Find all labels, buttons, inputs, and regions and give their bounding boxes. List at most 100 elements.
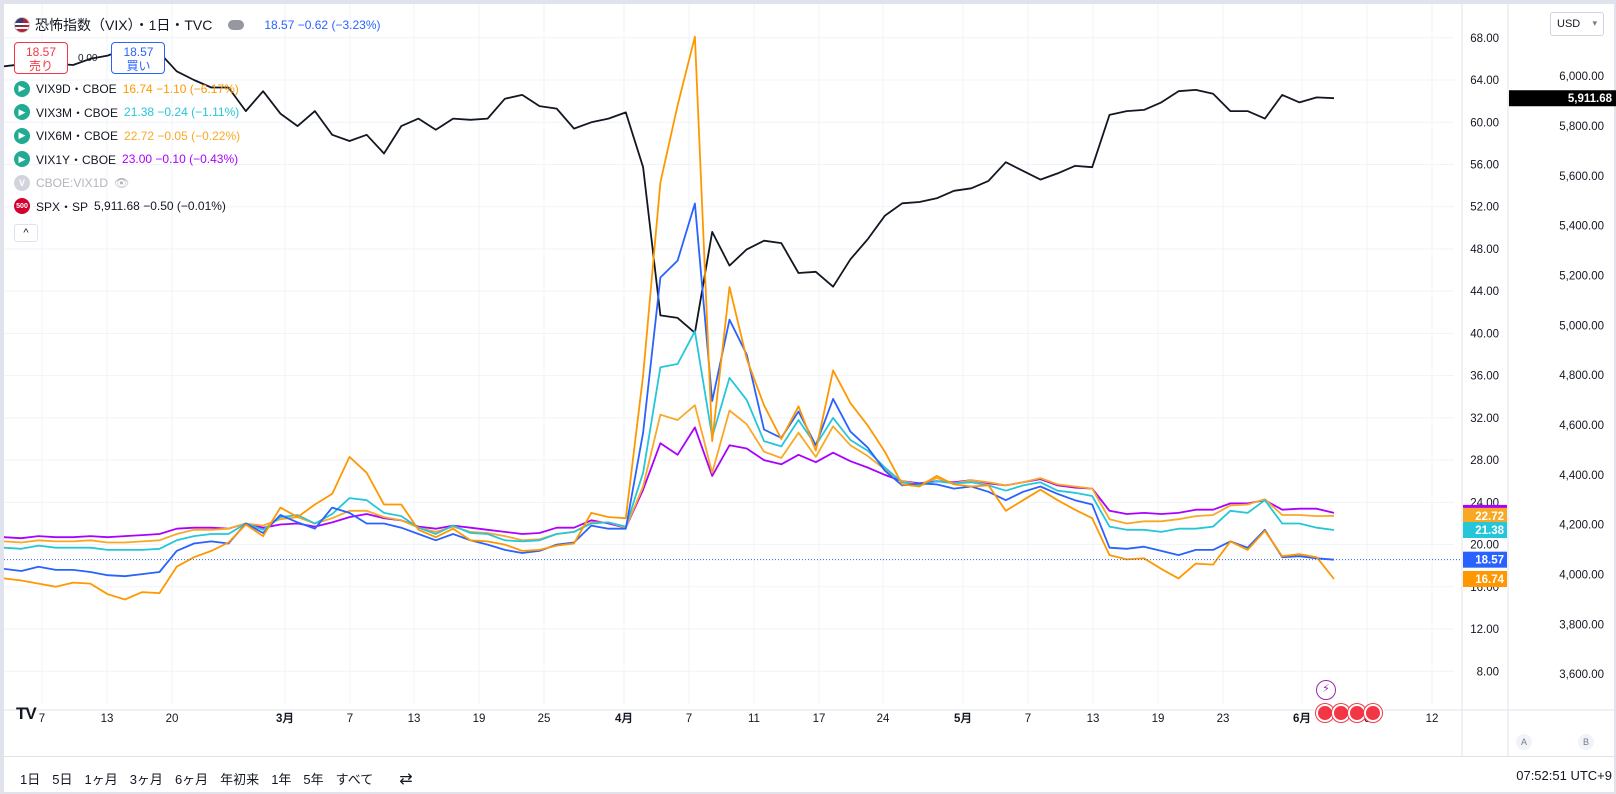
legend-row-vix1d[interactable]: V CBOE:VIX1D 👁 — [14, 171, 240, 195]
right-axis-tick: 6,000.00 — [1559, 71, 1604, 83]
price-chart[interactable]: 713203月71319254月71117245月71319236月6128.0… — [4, 4, 1616, 756]
x-tick-label: 7 — [1025, 713, 1031, 725]
range-1d[interactable]: 1日 — [20, 772, 41, 787]
us-flag-icon — [14, 17, 30, 33]
last-price: 18.57 — [264, 18, 295, 32]
x-tick-label: 17 — [813, 713, 826, 725]
trade-buttons: 18.57 売り 0.00 18.57 買い — [14, 42, 166, 74]
spx-badge-text: 5,911.68 — [1568, 93, 1613, 105]
range-1m[interactable]: 1ヶ月 — [84, 772, 118, 787]
left-axis-tick: 44.00 — [1470, 286, 1499, 298]
left-axis-tick: 68.00 — [1470, 33, 1499, 45]
flash-icon[interactable]: ⚡ — [1316, 680, 1336, 700]
auto-scale-right-button[interactable]: B — [1578, 734, 1594, 750]
right-axis-tick: 3,800.00 — [1559, 619, 1604, 631]
range-1y[interactable]: 1年 — [271, 772, 292, 787]
tradingview-logo[interactable]: TV — [16, 704, 37, 723]
left-axis-tick: 60.00 — [1470, 117, 1499, 129]
x-tick-label: 11 — [748, 713, 760, 725]
right-axis-tick: 4,800.00 — [1559, 370, 1604, 382]
left-axis-tick: 20.00 — [1470, 540, 1499, 552]
left-axis-tick: 32.00 — [1470, 413, 1499, 425]
range-5d[interactable]: 5日 — [52, 772, 73, 787]
currency-select[interactable]: USD ▾ — [1550, 12, 1604, 36]
x-tick-label: 20 — [166, 713, 179, 725]
x-tick-label: 25 — [538, 713, 551, 725]
left-axis-tick: 8.00 — [1477, 666, 1499, 678]
value-badge-text: 22.72 — [1475, 511, 1504, 523]
range-6m[interactable]: 6ヶ月 — [174, 772, 209, 787]
bottom-toolbar: 1日 5日 1ヶ月 3ヶ月 6ヶ月 年初来 1年 5年 すべて ⇄ 07:52:… — [4, 762, 1616, 794]
play-icon: ▶ — [14, 151, 30, 168]
right-axis-tick: 5,800.00 — [1559, 121, 1604, 133]
left-axis-tick: 52.00 — [1470, 202, 1499, 214]
goto-date-icon[interactable]: ⇄ — [399, 771, 413, 788]
x-tick-label: 5月 — [954, 712, 972, 725]
buy-button[interactable]: 18.57 買い — [111, 42, 166, 74]
hidden-eye-icon[interactable]: 👁 — [114, 175, 130, 190]
spread-value: 0.00 — [78, 52, 98, 64]
legend-row-vix1y[interactable]: ▶ VIX1Y・CBOE 23.00 −0.10 (−0.43%) — [14, 148, 240, 172]
right-axis-tick: 4,400.00 — [1559, 470, 1604, 482]
main-legend: 恐怖指数（VIX）・1日・TVC 18.57 −0.62 (−3.23%) — [14, 14, 380, 36]
range-all[interactable]: すべて — [335, 772, 374, 787]
series-line-0 — [4, 48, 1335, 334]
sell-button[interactable]: 18.57 売り — [14, 42, 68, 74]
legend-row-vix6m[interactable]: ▶ VIX6M・CBOE 22.72 −0.05 (−0.22%) — [14, 124, 240, 148]
x-tick-label: 7 — [39, 713, 45, 725]
left-axis-tick: 48.00 — [1470, 244, 1499, 256]
range-3m[interactable]: 3ヶ月 — [129, 772, 163, 787]
series-line-1 — [4, 426, 1335, 540]
value-badge-text: 21.38 — [1475, 525, 1504, 537]
market-status-icon — [228, 20, 245, 30]
x-tick-label: 13 — [1087, 713, 1100, 725]
event-flag-icon[interactable] — [1364, 704, 1382, 722]
right-axis-tick: 4,600.00 — [1559, 420, 1604, 432]
series-line-4 — [4, 202, 1335, 578]
x-tick-label: 19 — [1152, 713, 1165, 725]
value-badge-bg — [1463, 522, 1507, 539]
chevron-down-icon: ▾ — [1592, 18, 1597, 28]
right-axis-tick: 5,400.00 — [1559, 221, 1604, 233]
legend-row-spx[interactable]: 500 SPX・SP 5,911.68 −0.50 (−0.01%) — [14, 195, 240, 219]
auto-scale-left-button[interactable]: A — [1516, 734, 1532, 750]
price-change-pct: (−3.23%) — [331, 18, 381, 32]
x-tick-label: 13 — [101, 713, 114, 725]
x-tick-label: 7 — [686, 713, 692, 725]
series-line-3 — [4, 330, 1335, 551]
legend-row-vix9d[interactable]: ▶ VIX9D・CBOE 16.74 −1.10 (−6.17%) — [14, 77, 240, 101]
right-axis-tick: 5,000.00 — [1559, 320, 1604, 332]
value-badge-text: 16.74 — [1475, 574, 1504, 586]
x-tick-label: 13 — [408, 713, 421, 725]
symbol-title[interactable]: 恐怖指数（VIX）・1日・TVC — [35, 17, 213, 33]
x-tick-label: 24 — [877, 713, 890, 725]
right-axis-tick: 3,600.00 — [1559, 669, 1604, 681]
x-tick-label: 19 — [473, 713, 486, 725]
collapse-legend-button[interactable]: ^ — [14, 224, 38, 242]
series-line-2 — [4, 404, 1335, 544]
clock[interactable]: 07:52:51 UTC+9 — [1516, 768, 1612, 783]
left-axis-tick: 56.00 — [1470, 159, 1499, 171]
right-axis-tick: 4,200.00 — [1559, 520, 1604, 532]
value-badge-bg — [1463, 551, 1507, 568]
range-ytd[interactable]: 年初来 — [220, 772, 260, 787]
left-axis-tick: 12.00 — [1470, 624, 1499, 636]
bottom-divider — [4, 756, 1616, 757]
series-legend: ▶ VIX9D・CBOE 16.74 −1.10 (−6.17%) ▶ VIX3… — [14, 77, 240, 218]
range-5y[interactable]: 5年 — [303, 772, 324, 787]
left-axis-tick: 36.00 — [1470, 371, 1499, 383]
value-badge-bg — [1463, 570, 1507, 587]
x-tick-label: 7 — [347, 713, 353, 725]
left-axis-tick: 40.00 — [1470, 328, 1499, 340]
legend-row-vix3m[interactable]: ▶ VIX3M・CBOE 21.38 −0.24 (−1.11%) — [14, 101, 240, 125]
x-tick-label: 12 — [1426, 713, 1439, 725]
right-axis-tick: 5,200.00 — [1559, 271, 1604, 283]
play-icon: ▶ — [14, 104, 30, 121]
x-tick-label: 4月 — [615, 712, 633, 725]
price-change: −0.62 — [297, 18, 329, 32]
play-icon: ▶ — [14, 80, 30, 97]
right-axis-tick: 5,600.00 — [1559, 171, 1604, 183]
value-badge-bg — [1463, 507, 1507, 524]
value-badge-text: 18.57 — [1475, 555, 1504, 567]
